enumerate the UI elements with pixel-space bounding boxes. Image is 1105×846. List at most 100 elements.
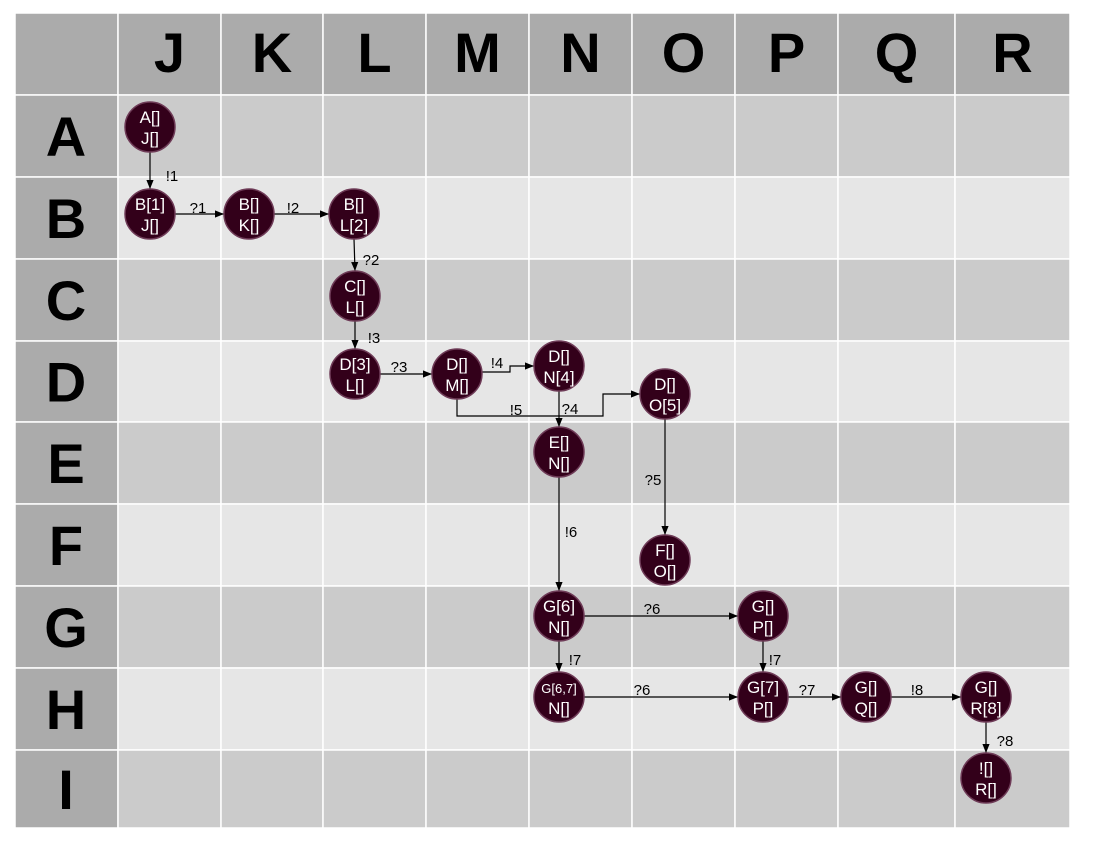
state-node-line2: R[]	[975, 780, 997, 799]
edge-label: !8	[911, 682, 924, 699]
state-node: F[] O[]	[639, 534, 691, 586]
grid-cell	[117, 503, 222, 587]
state-node-line1: G[]	[752, 597, 775, 616]
state-node: C[] L[]	[329, 270, 381, 322]
grid-cell	[117, 12, 222, 96]
state-node-line1: E[]	[549, 433, 570, 452]
edge-label: !3	[368, 330, 381, 347]
state-node-line2: M[]	[445, 376, 469, 395]
grid-cell	[14, 12, 119, 96]
state-node-line1: G[6]	[543, 597, 575, 616]
grid-cell	[117, 258, 222, 342]
state-node-circle	[639, 368, 691, 420]
state-node: G[] P[]	[737, 590, 789, 642]
grid-cell	[734, 258, 839, 342]
edge-labels: !1 ?1 !2 ?2 !3 ?3 !4 !5 ?4 ?5 !6 ?6 !7 ?6 !7 ?7 !8 ?8	[166, 168, 1014, 750]
state-node-circle	[737, 671, 789, 723]
grid-cell	[837, 258, 956, 342]
state-node-circle	[533, 590, 585, 642]
row-header-d: D	[46, 351, 86, 414]
state-node-line2: N[4]	[543, 368, 574, 387]
column-header-q: Q	[875, 21, 919, 84]
grid-cell	[528, 503, 633, 587]
state-node: ![] R[]	[960, 752, 1012, 804]
state-node-circle	[639, 534, 691, 586]
edge-label: ?3	[391, 359, 408, 376]
grid-cell	[734, 503, 839, 587]
state-node-line2: N[]	[548, 699, 570, 718]
state-node-circle	[328, 188, 380, 240]
grid-cell	[220, 12, 324, 96]
grid-cell	[117, 585, 222, 669]
edge-label: !5	[510, 402, 523, 419]
edge-label: ?4	[562, 401, 579, 418]
grid-cell	[631, 421, 736, 505]
grid-cell	[322, 94, 427, 178]
state-node-line1: B[]	[239, 195, 260, 214]
state-node: B[] K[]	[223, 188, 275, 240]
state-node: D[] O[5]	[639, 368, 691, 420]
grid-cell	[734, 12, 839, 96]
state-node-circle	[223, 188, 275, 240]
grid-cell	[837, 749, 956, 829]
grid-cell	[220, 503, 324, 587]
state-node-line1: G[6,7]	[541, 681, 576, 696]
edge-label: ?1	[190, 200, 207, 217]
grid-cell	[14, 421, 119, 505]
grid-cell	[954, 12, 1071, 96]
column-header-r: R	[992, 21, 1032, 84]
grid-cell	[425, 421, 530, 505]
edge-label: !4	[491, 355, 504, 372]
edge-label: ?8	[997, 733, 1014, 750]
state-node-line2: O[]	[654, 562, 677, 581]
edge-bl-cl	[351, 238, 359, 272]
grid-cell	[631, 749, 736, 829]
state-node-line2: L[]	[346, 376, 365, 395]
grid-cell	[837, 176, 956, 260]
column-header-m: M	[454, 21, 501, 84]
row-header-i: I	[58, 758, 74, 821]
state-node-circle	[329, 270, 381, 322]
grid-cell	[528, 12, 633, 96]
state-node-circle	[533, 426, 585, 478]
grid-cell	[837, 585, 956, 669]
state-node-circle	[840, 671, 892, 723]
edge-label: !1	[166, 168, 179, 185]
edge-label: ?6	[634, 682, 651, 699]
grid-cell	[322, 421, 427, 505]
grid-cell	[631, 667, 736, 751]
grid-cell	[220, 421, 324, 505]
grid-cell	[837, 340, 956, 423]
state-node-line1: D[]	[548, 347, 570, 366]
grid-cell	[322, 585, 427, 669]
grid-cell	[425, 667, 530, 751]
grid-cell	[14, 258, 119, 342]
state-node-line2: K[]	[239, 216, 260, 235]
state-node-line2: O[5]	[649, 396, 681, 415]
state-node-line2: R[8]	[970, 699, 1001, 718]
edge-label: ?6	[644, 601, 661, 618]
grid-cell	[528, 94, 633, 178]
state-node-line2: Q[]	[855, 699, 878, 718]
state-node-circle	[329, 348, 381, 400]
grid-cell	[322, 667, 427, 751]
grid-cell	[425, 176, 530, 260]
grid-cell	[220, 667, 324, 751]
state-node-line2: L[]	[346, 298, 365, 317]
state-node: G[6,7] N[]	[533, 671, 585, 723]
edge-label: ?7	[799, 682, 816, 699]
state-node-line2: J[]	[141, 216, 159, 235]
grid-cell	[14, 176, 119, 260]
state-node: B[] L[2]	[328, 188, 380, 240]
grid-cell	[528, 176, 633, 260]
grid-cell	[220, 94, 324, 178]
state-node: G[6] N[]	[533, 590, 585, 642]
grid-cell	[837, 421, 956, 505]
state-node-line1: B[]	[344, 195, 365, 214]
grid-cell	[954, 94, 1071, 178]
state-node-line2: N[]	[548, 618, 570, 637]
grid-cell	[734, 749, 839, 829]
column-header-n: N	[560, 21, 600, 84]
edges	[146, 152, 990, 753]
grid-cell	[734, 421, 839, 505]
